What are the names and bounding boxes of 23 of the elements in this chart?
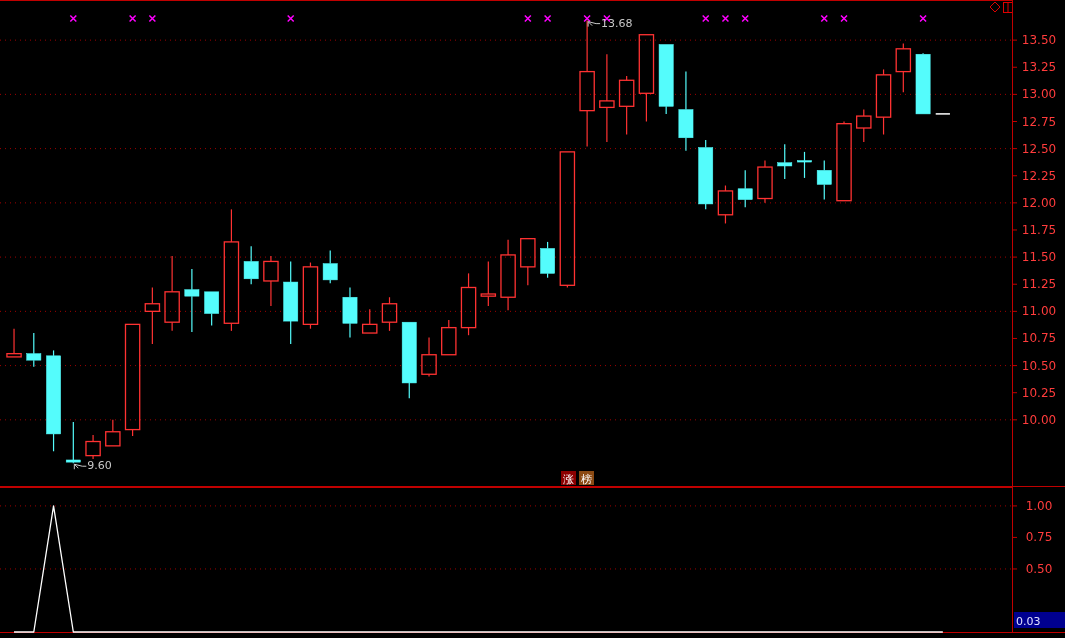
y-tick-label: 12.25 [1021,168,1057,183]
y-tick-label: 11.75 [1021,222,1057,237]
y-tick-label: 10.25 [1021,385,1057,400]
y-tick-label: 12.75 [1021,114,1057,129]
y-tick-label: 0.75 [1025,530,1053,545]
y-tick-label: 10.75 [1021,331,1057,346]
annotation: 9.60 [87,459,112,473]
y-tick-label: 11.50 [1021,250,1057,265]
annotation: 榜 [581,472,592,486]
y-tick-label: 10.00 [1021,412,1057,427]
y-tick-label: 10.50 [1021,358,1057,373]
annotation: 涨 [563,472,574,486]
text: 0.03 [1016,614,1041,628]
y-tick-label: 0.50 [1025,561,1053,576]
y-tick-label: 13.00 [1021,87,1057,102]
y-tick-label: 1.00 [1025,498,1053,513]
y-tick-label: 12.50 [1021,141,1057,156]
annotation: 13.68 [601,16,633,30]
y-tick-label: 12.00 [1021,195,1057,210]
y-tick-label: 11.25 [1021,277,1057,292]
y-tick-label: 13.25 [1021,60,1057,75]
y-tick-label: 11.00 [1021,304,1057,319]
y-tick-label: 13.50 [1021,33,1057,48]
